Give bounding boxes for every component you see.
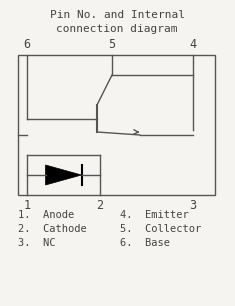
Text: 2: 2	[96, 199, 104, 212]
Text: connection diagram: connection diagram	[56, 24, 178, 34]
Text: 3: 3	[189, 199, 196, 212]
Text: 4: 4	[189, 38, 196, 51]
Text: 3.  NC: 3. NC	[18, 238, 55, 248]
Text: 4.  Emitter: 4. Emitter	[120, 210, 189, 220]
Text: 6: 6	[24, 38, 31, 51]
Text: 6.  Base: 6. Base	[120, 238, 170, 248]
Text: 2.  Cathode: 2. Cathode	[18, 224, 87, 234]
Polygon shape	[46, 165, 82, 185]
Text: 5: 5	[108, 38, 116, 51]
Text: 1: 1	[24, 199, 31, 212]
Text: 1.  Anode: 1. Anode	[18, 210, 74, 220]
Text: Pin No. and Internal: Pin No. and Internal	[50, 10, 184, 20]
Text: 5.  Collector: 5. Collector	[120, 224, 201, 234]
